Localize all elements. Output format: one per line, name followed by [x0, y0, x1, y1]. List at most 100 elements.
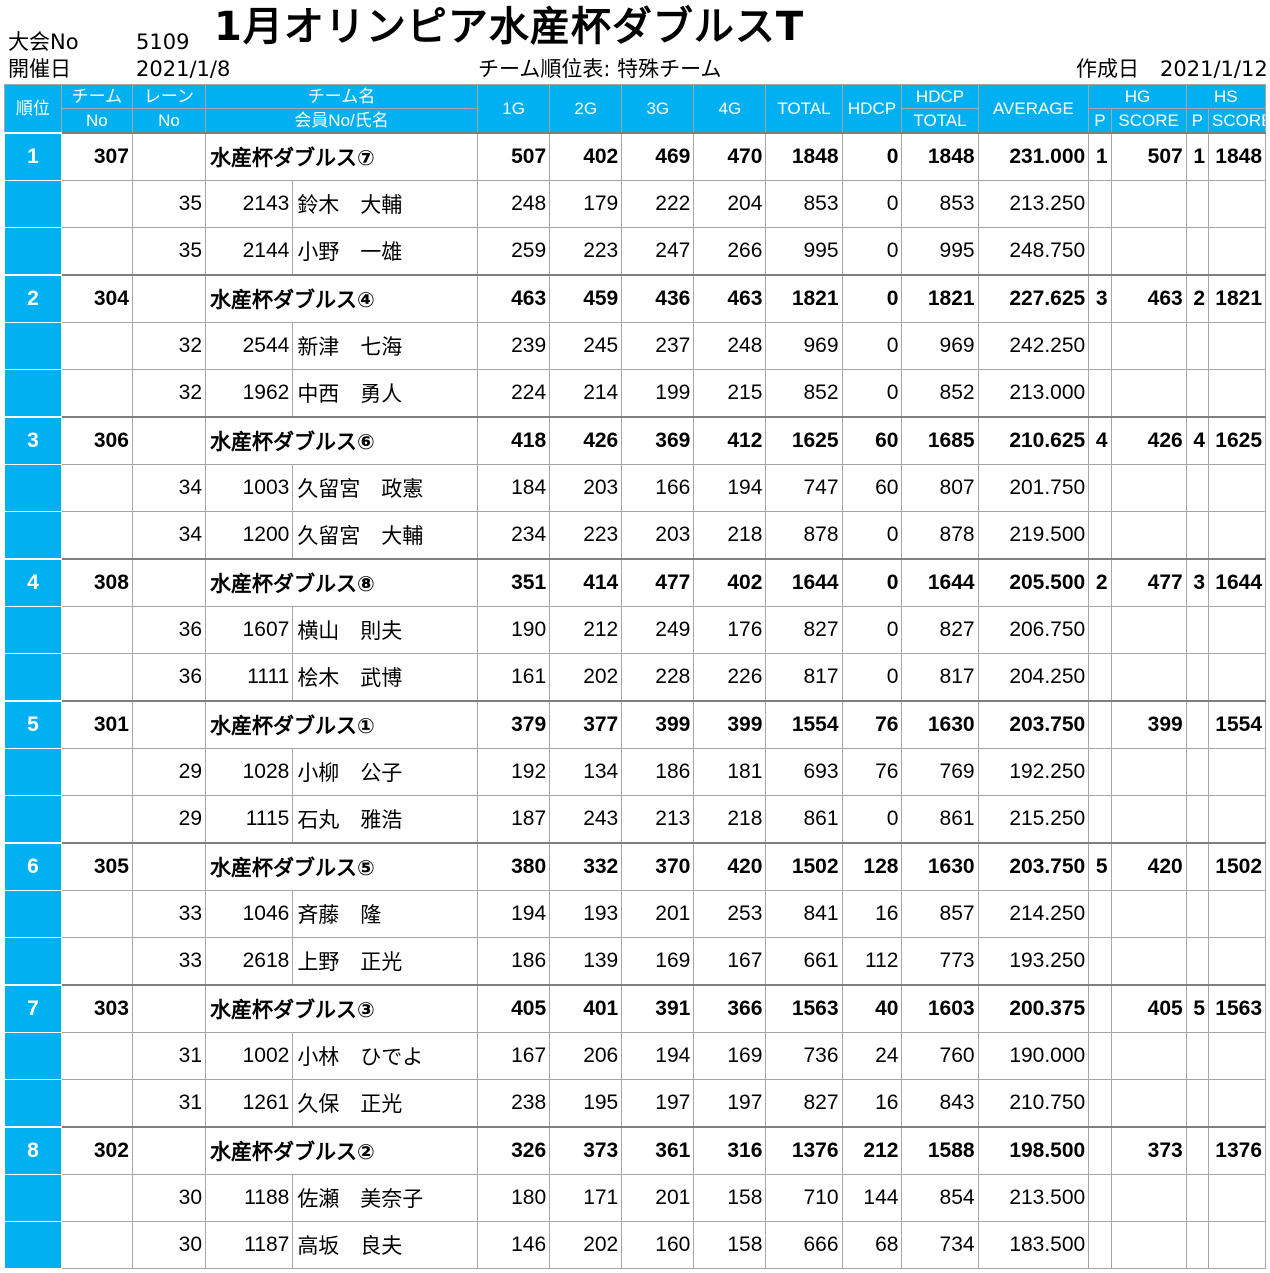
game-4-cell: 226: [693, 653, 767, 702]
game-3-cell: 199: [621, 369, 695, 418]
hdcp-cell: 112: [841, 937, 903, 986]
member-no-cell: 1188: [204, 1174, 294, 1222]
team-no-cell-empty: [60, 1032, 133, 1080]
hg-score-cell: [1110, 464, 1187, 512]
lane-cell: 30: [131, 1221, 207, 1269]
game-1-cell: 248: [477, 180, 551, 228]
member-name-cell: 佐瀬 美奈子: [292, 1174, 479, 1222]
event-no-label: 大会No: [8, 30, 79, 54]
average-cell: 190.000: [977, 1032, 1090, 1080]
game-4-cell: 169: [693, 1032, 767, 1080]
hdcp-total-cell: 852: [901, 369, 979, 418]
hdcp-total-cell: 1685: [901, 416, 979, 465]
hdcp-cell: 0: [841, 606, 903, 654]
col-team-no-top: チーム: [60, 84, 133, 109]
lane-cell: [131, 842, 207, 891]
hdcp-cell: 68: [841, 1221, 903, 1269]
member-no-cell: 1046: [204, 890, 294, 938]
hdcp-total-cell: 817: [901, 653, 979, 702]
game-1-cell: 234: [477, 511, 551, 560]
hs-p-cell: [1185, 748, 1210, 796]
team-no-cell: 306: [60, 416, 133, 465]
hg-score-cell: [1110, 1174, 1187, 1222]
average-cell: 206.750: [977, 606, 1090, 654]
team-no-cell-empty: [60, 511, 133, 560]
hdcp-cell: 0: [841, 369, 903, 418]
hg-score-cell: [1110, 937, 1187, 986]
game-2-cell: 245: [549, 322, 623, 370]
member-no-cell: 1115: [204, 795, 294, 844]
game-3-cell: 436: [621, 274, 695, 323]
total-cell: 995: [765, 227, 843, 276]
hs-score-cell: 1563: [1208, 984, 1266, 1033]
game-1-cell: 186: [477, 937, 551, 986]
hg-score-cell: [1110, 511, 1187, 560]
game-4-cell: 194: [693, 464, 767, 512]
member-name-cell: 新津 七海: [292, 322, 479, 370]
game-3-cell: 249: [621, 606, 695, 654]
hdcp-total-cell: 1630: [901, 700, 979, 749]
lane-cell: 33: [131, 890, 207, 938]
game-3-cell: 169: [621, 937, 695, 986]
rank-cell-empty: [4, 511, 62, 560]
rank-cell-empty: [4, 464, 62, 512]
hs-p-cell: 3: [1185, 558, 1210, 607]
game-2-cell: 223: [549, 227, 623, 276]
game-1-cell: 351: [477, 558, 551, 607]
game-2-cell: 193: [549, 890, 623, 938]
hg-score-cell: [1110, 653, 1187, 702]
team-no-cell: 302: [60, 1126, 133, 1175]
hdcp-total-cell: 1848: [901, 132, 979, 181]
average-cell: 203.750: [977, 700, 1090, 749]
hs-p-cell: [1185, 1174, 1210, 1222]
hdcp-total-cell: 1630: [901, 842, 979, 891]
hdcp-total-cell: 807: [901, 464, 979, 512]
team-name-cell: 水産杯ダブルス①: [204, 700, 479, 749]
hdcp-total-cell: 878: [901, 511, 979, 560]
game-4-cell: 470: [693, 132, 767, 181]
member-row: 31 1261 久保 正光 238 195 197 197 827 16 843 210.750: [4, 1079, 1266, 1128]
rank-cell-empty: [4, 653, 62, 702]
hs-score-cell: [1208, 653, 1266, 702]
hdcp-cell: 0: [841, 511, 903, 560]
hdcp-cell: 40: [841, 984, 903, 1033]
team-no-cell-empty: [60, 322, 133, 370]
hdcp-cell: 0: [841, 558, 903, 607]
rank-cell-empty: [4, 1221, 62, 1269]
hg-p-cell: [1088, 1032, 1112, 1080]
team-no-cell: 307: [60, 132, 133, 181]
team-no-cell-empty: [60, 653, 133, 702]
game-3-cell: 166: [621, 464, 695, 512]
game-2-cell: 171: [549, 1174, 623, 1222]
total-cell: 747: [765, 464, 843, 512]
team-name-cell: 水産杯ダブルス②: [204, 1126, 479, 1175]
lane-cell: 35: [131, 227, 207, 276]
team-name-cell: 水産杯ダブルス⑤: [204, 842, 479, 891]
lane-cell: 31: [131, 1032, 207, 1080]
game-4-cell: 197: [693, 1079, 767, 1128]
game-1-cell: 187: [477, 795, 551, 844]
hdcp-cell: 0: [841, 180, 903, 228]
game-4-cell: 204: [693, 180, 767, 228]
member-no-cell: 2618: [204, 937, 294, 986]
created-label: 作成日: [1076, 57, 1139, 81]
hs-score-cell: [1208, 1221, 1266, 1269]
hs-score-cell: [1208, 180, 1266, 228]
game-2-cell: 203: [549, 464, 623, 512]
game-1-cell: 238: [477, 1079, 551, 1128]
hg-p-cell: [1088, 180, 1112, 228]
lane-cell: 29: [131, 748, 207, 796]
team-no-cell: 305: [60, 842, 133, 891]
hg-p-cell: [1088, 937, 1112, 986]
col-lane-bottom: No: [131, 108, 207, 134]
total-cell: 1376: [765, 1126, 843, 1175]
hg-score-cell: 373: [1110, 1126, 1187, 1175]
hg-score-cell: [1110, 795, 1187, 844]
game-1-cell: 180: [477, 1174, 551, 1222]
col-hg-score: SCORE: [1110, 108, 1187, 134]
member-no-cell: 2143: [204, 180, 294, 228]
lane-cell: 30: [131, 1174, 207, 1222]
game-2-cell: 401: [549, 984, 623, 1033]
game-2-cell: 414: [549, 558, 623, 607]
rank-cell-empty: [4, 1032, 62, 1080]
